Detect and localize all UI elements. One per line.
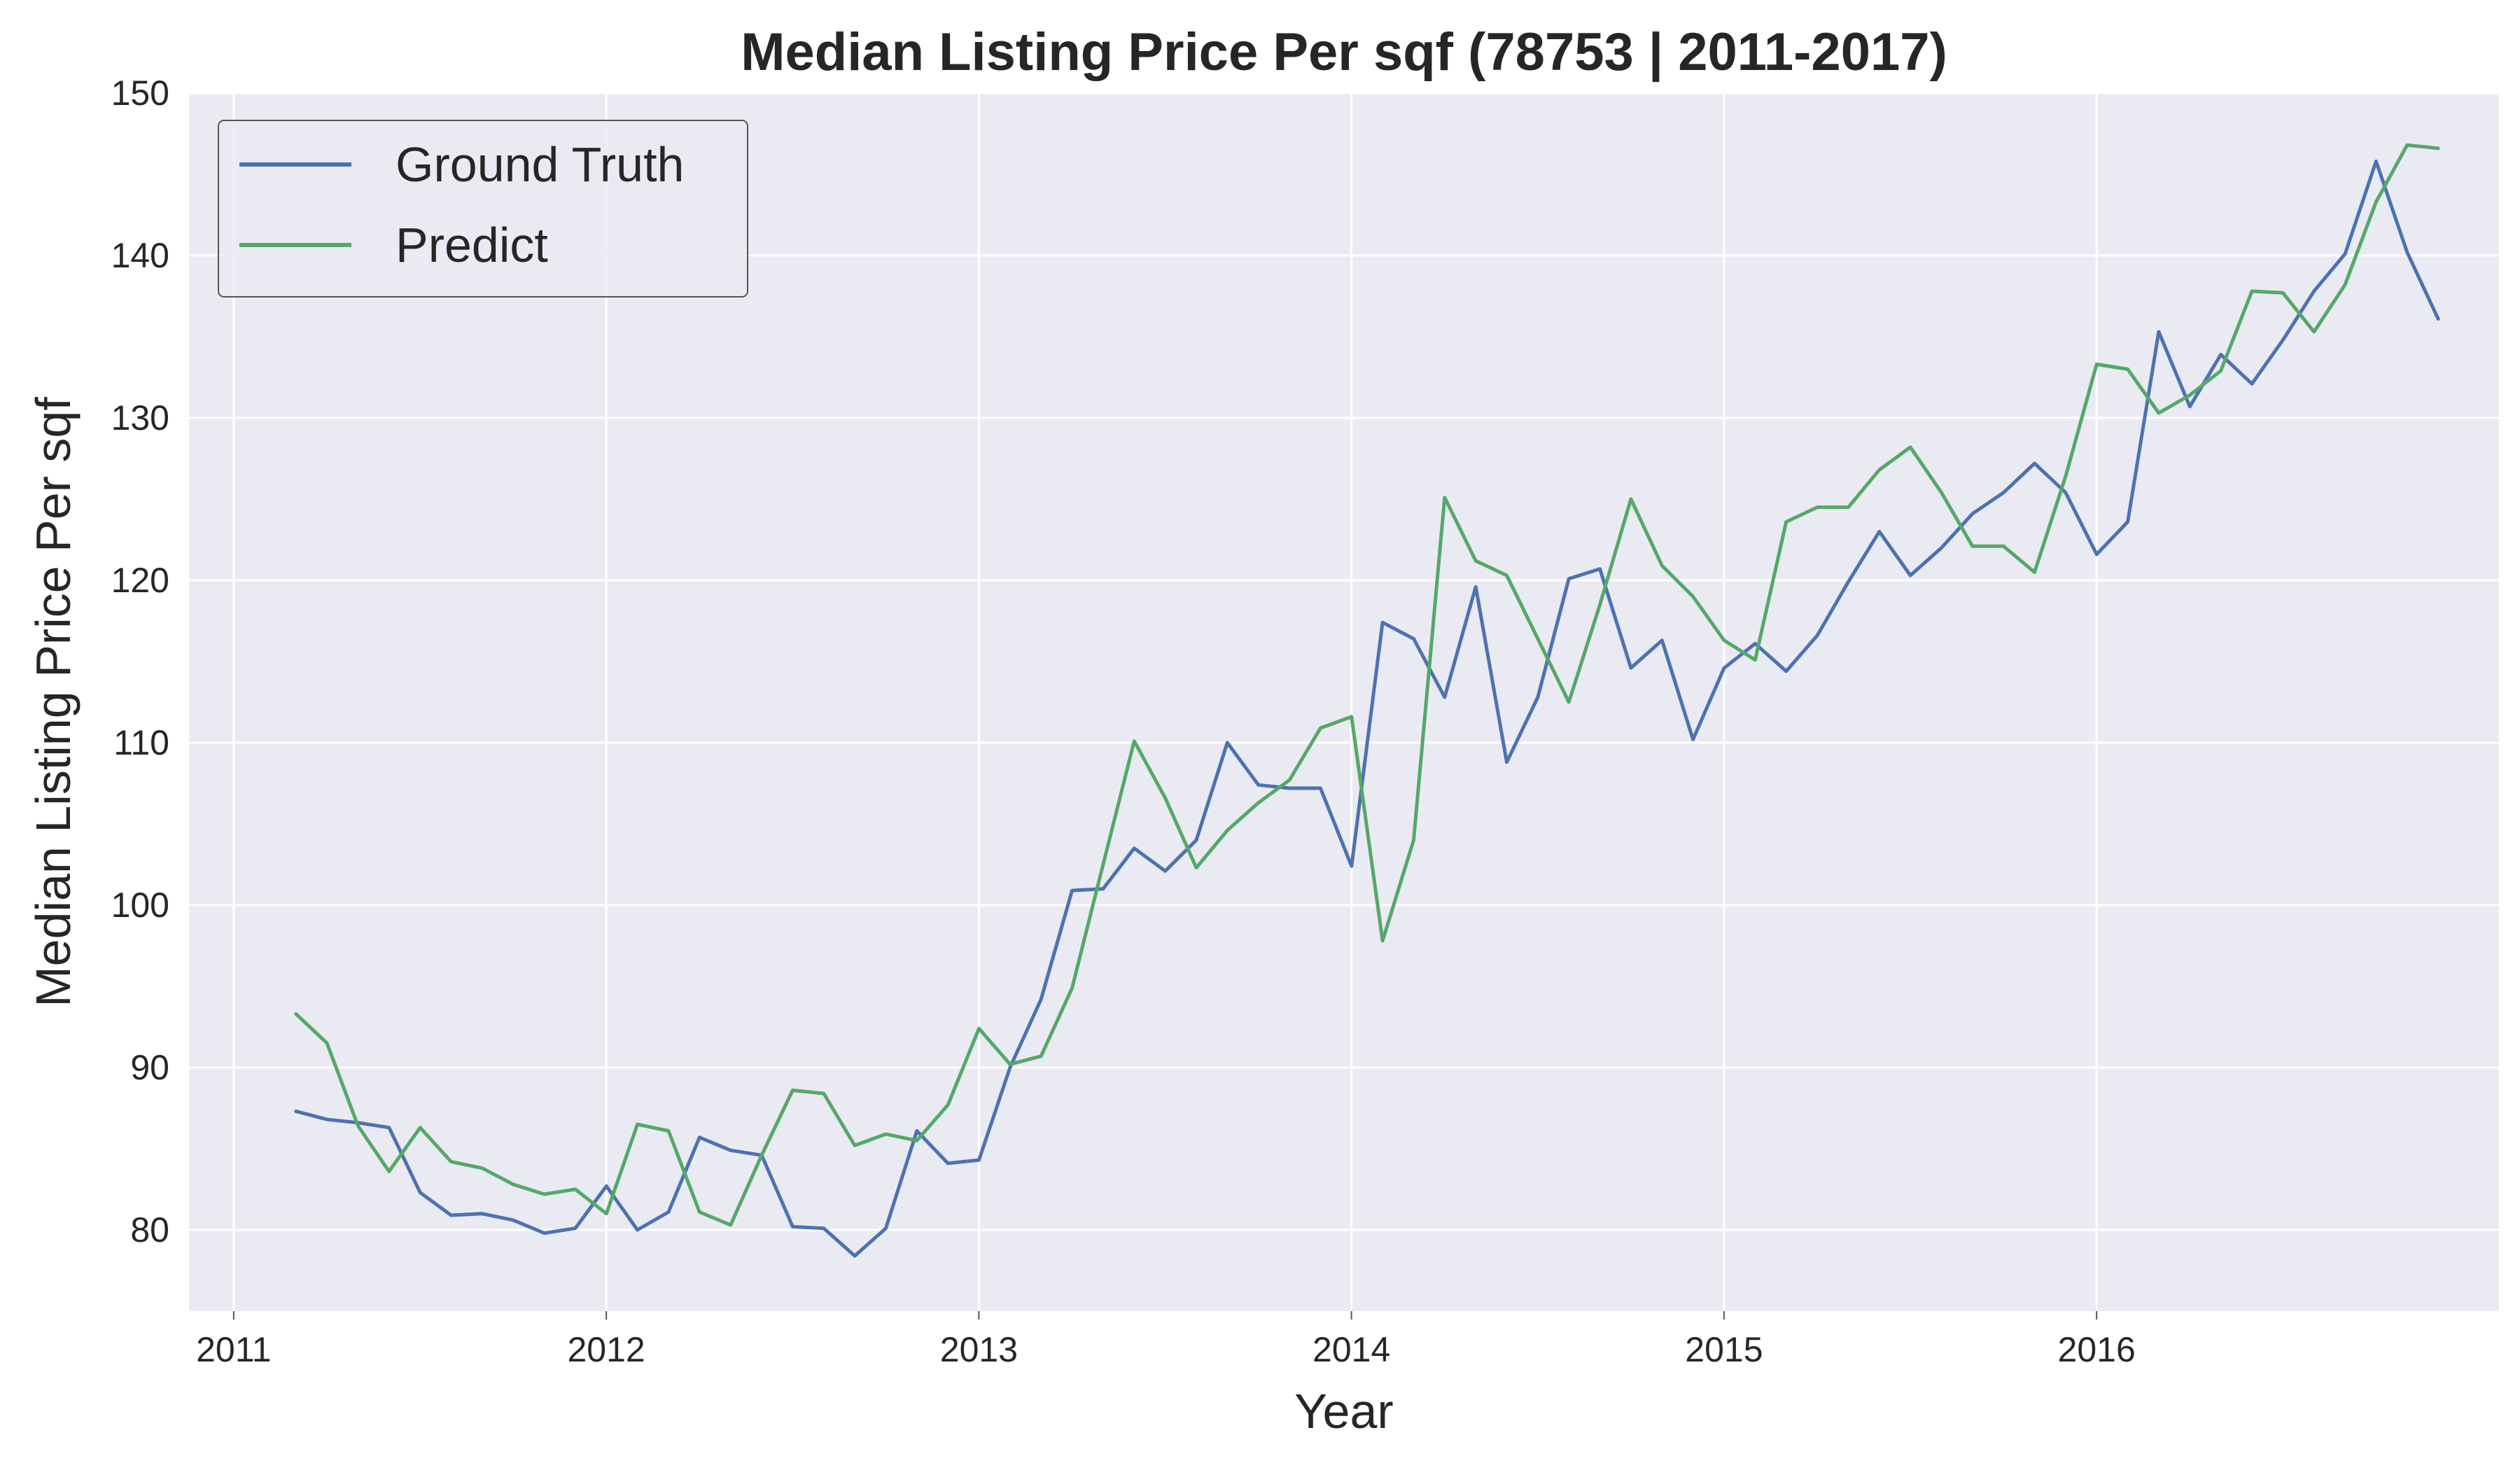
x-tick-label: 2014	[1312, 1330, 1390, 1369]
y-tick-label: 140	[111, 236, 169, 275]
legend: Ground Truth Predict	[218, 120, 748, 298]
series-layer	[294, 143, 2440, 1258]
legend-label-ground-truth: Ground Truth	[396, 137, 684, 192]
y-axis-label: Median Listing Price Per sqf	[26, 397, 80, 1007]
y-tick-label: 120	[111, 561, 169, 600]
x-tick-label: 2015	[1685, 1330, 1763, 1369]
legend-label-predict: Predict	[396, 218, 548, 272]
y-tick-label: 100	[111, 886, 169, 925]
chart-title: Median Listing Price Per sqf (78753 | 20…	[741, 22, 1947, 83]
x-tick-label: 2016	[2058, 1330, 2136, 1369]
x-tick-label: 2011	[196, 1330, 272, 1369]
y-tick-label: 90	[130, 1048, 169, 1087]
y-tick-label: 130	[111, 398, 169, 438]
y-tick-label: 80	[130, 1210, 169, 1250]
y-tick-label: 110	[113, 723, 169, 762]
y-tick-label: 150	[111, 74, 169, 113]
x-axis-label: Year	[1294, 1384, 1393, 1438]
tick-labels: 2011 2012 2013 2014 2015 2016 80 90 100 110 120 130…	[111, 74, 2136, 1369]
x-tick-label: 2013	[940, 1330, 1018, 1369]
x-tick-label: 2012	[568, 1330, 645, 1369]
series-line-ground-truth	[294, 159, 2440, 1258]
series-line-predict	[294, 143, 2440, 1227]
